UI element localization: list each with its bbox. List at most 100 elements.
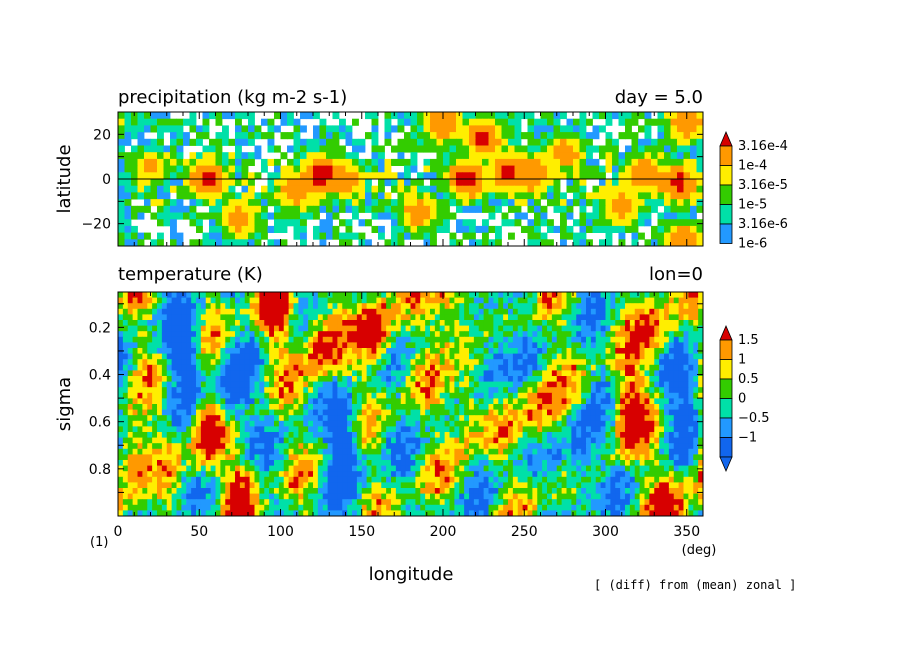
temp-cell bbox=[176, 420, 182, 427]
precip-cell bbox=[690, 138, 697, 146]
precip-cell bbox=[144, 152, 151, 160]
temp-cell bbox=[634, 314, 641, 321]
precip-cell bbox=[352, 179, 359, 187]
temp-cell bbox=[664, 409, 670, 416]
temp-cell bbox=[425, 353, 431, 360]
temp-cell bbox=[249, 320, 255, 326]
temp-cell bbox=[586, 353, 592, 360]
temp-cell bbox=[400, 303, 407, 310]
temp-cell bbox=[464, 359, 470, 366]
temp-cell bbox=[191, 297, 197, 304]
precip-cell bbox=[560, 152, 567, 160]
temp-cell bbox=[152, 348, 158, 354]
precip-cell bbox=[222, 179, 229, 187]
precip-cell bbox=[391, 199, 398, 207]
precip-cell bbox=[657, 219, 665, 227]
precip-cell bbox=[319, 165, 327, 173]
temp-cell bbox=[483, 320, 489, 326]
temp-cell bbox=[673, 314, 680, 321]
precip-cell bbox=[664, 185, 671, 193]
precip-cell bbox=[345, 132, 353, 140]
precip-cell bbox=[677, 158, 684, 166]
temp-cell bbox=[186, 331, 192, 338]
temp-cell bbox=[605, 432, 611, 438]
colorbar-label: 1e-5 bbox=[738, 198, 767, 213]
temp-cell bbox=[220, 404, 226, 410]
precip-cell bbox=[495, 232, 502, 240]
temp-cell bbox=[664, 381, 670, 388]
temp-cell bbox=[586, 336, 592, 343]
temp-cell bbox=[634, 348, 641, 354]
temp-cell bbox=[483, 359, 489, 366]
temp-cell bbox=[166, 387, 173, 394]
temp-cell bbox=[225, 308, 231, 315]
temp-cell bbox=[400, 432, 407, 438]
temp-cell bbox=[639, 381, 645, 388]
temp-cell bbox=[420, 376, 426, 382]
temp-cell bbox=[264, 370, 270, 377]
precip-cell bbox=[248, 118, 255, 126]
temp-cell bbox=[508, 359, 514, 366]
temp-cell bbox=[654, 342, 660, 349]
temp-cell bbox=[517, 409, 524, 416]
precip-cell bbox=[157, 212, 164, 220]
temp-cell bbox=[581, 376, 587, 382]
precip-cell bbox=[664, 158, 671, 166]
precip-cell bbox=[670, 192, 678, 200]
temp-cell bbox=[551, 359, 558, 366]
temp-cell bbox=[668, 348, 675, 354]
temp-cell bbox=[191, 331, 197, 338]
temp-cell bbox=[527, 376, 533, 382]
temp-cell bbox=[205, 342, 212, 349]
temp-cell bbox=[196, 409, 202, 416]
temp-cell bbox=[615, 359, 621, 366]
precip-cell bbox=[157, 132, 164, 140]
precip-cell bbox=[326, 192, 333, 200]
temp-cell bbox=[386, 443, 392, 450]
temp-cell bbox=[581, 387, 587, 394]
temp-cell bbox=[313, 381, 319, 388]
precip-cell bbox=[313, 199, 320, 207]
temp-title: temperature (K) bbox=[118, 264, 263, 285]
temp-cell bbox=[566, 420, 572, 427]
precip-cell bbox=[332, 179, 340, 187]
precip-cell bbox=[456, 152, 463, 160]
temp-cell bbox=[215, 303, 221, 310]
temp-cell bbox=[410, 336, 416, 343]
precip-cell bbox=[293, 192, 301, 200]
precip-cell bbox=[306, 212, 314, 220]
temp-cell bbox=[678, 387, 684, 394]
temp-cell bbox=[303, 336, 309, 343]
precip-cell bbox=[144, 232, 151, 240]
precip-cell bbox=[443, 145, 450, 153]
precip-cell bbox=[540, 138, 548, 146]
temp-cell bbox=[278, 297, 285, 304]
temp-cell bbox=[395, 353, 402, 360]
temp-cell bbox=[361, 353, 368, 360]
precip-cell bbox=[274, 185, 281, 193]
temp-cell bbox=[381, 353, 387, 360]
temp-cell bbox=[118, 443, 124, 450]
temp-cell bbox=[512, 443, 519, 450]
temp-cell bbox=[439, 409, 446, 416]
temp-cell bbox=[269, 432, 275, 438]
temp-cell bbox=[220, 415, 226, 422]
temp-cell bbox=[430, 325, 436, 332]
temp-cell bbox=[566, 331, 572, 338]
temp-cell bbox=[215, 325, 221, 332]
temp-cell bbox=[361, 420, 368, 427]
temp-cell bbox=[381, 392, 387, 399]
temp-cell bbox=[200, 392, 207, 399]
temp-cell bbox=[317, 404, 324, 410]
temp-cell bbox=[698, 398, 703, 405]
temp-cell bbox=[278, 443, 285, 450]
temp-cell bbox=[210, 292, 216, 298]
temp-cell bbox=[664, 320, 670, 326]
temp-cell bbox=[142, 331, 148, 338]
temp-cell bbox=[659, 336, 665, 343]
temp-cell bbox=[327, 415, 333, 422]
temp-cell bbox=[220, 348, 226, 354]
temp-cell bbox=[347, 420, 353, 427]
precip-cell bbox=[274, 179, 281, 187]
temp-cell bbox=[625, 303, 631, 310]
